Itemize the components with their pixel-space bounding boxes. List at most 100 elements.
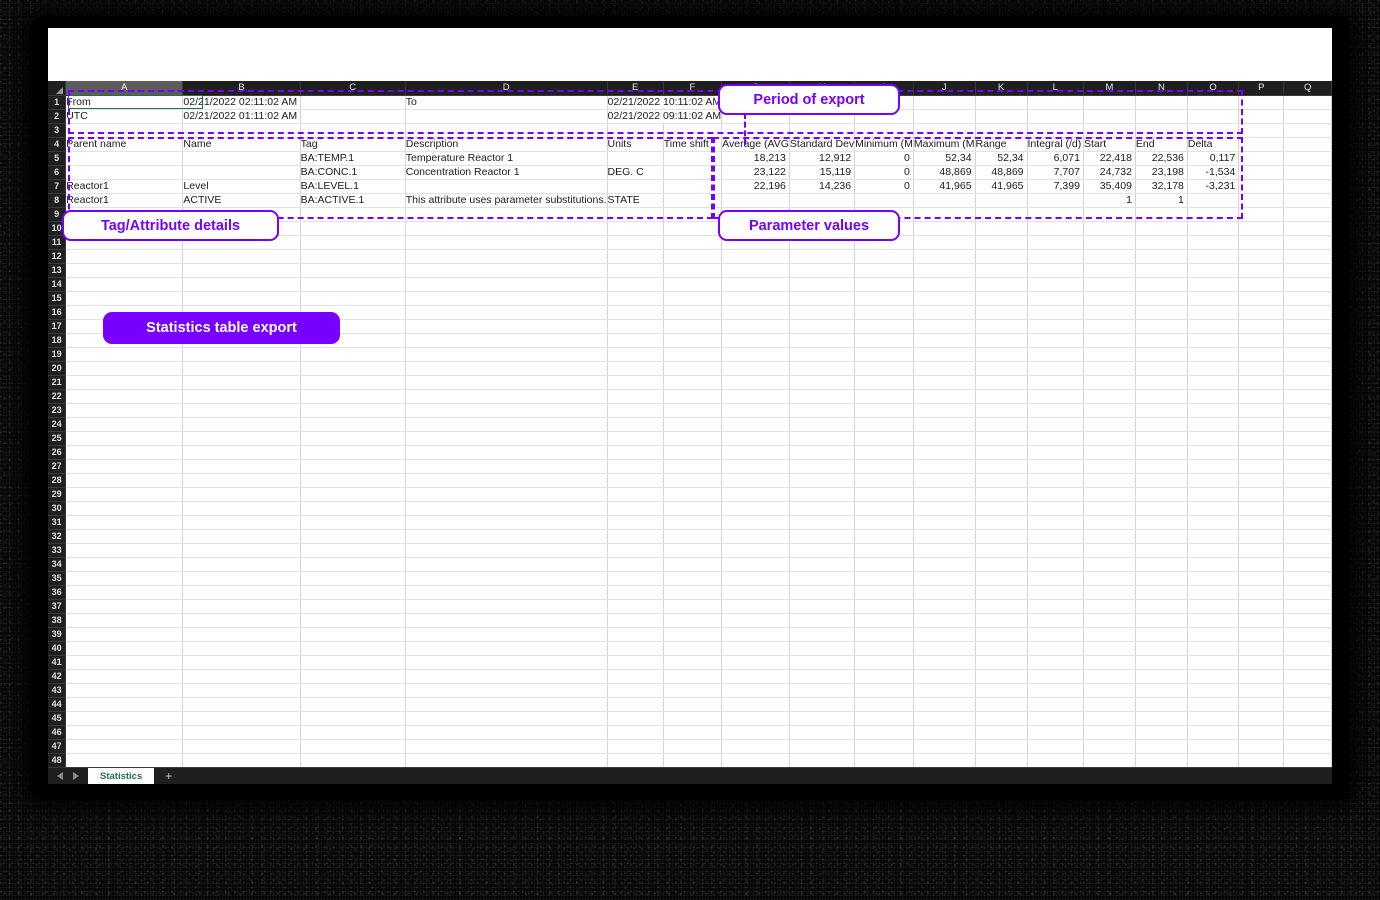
cell-L2[interactable] [1027,109,1084,124]
cell-Q24[interactable] [1283,417,1332,432]
cell-G22[interactable] [721,389,790,404]
row-header-21[interactable]: 21 [48,375,67,390]
cell-M39[interactable] [1083,627,1136,642]
cell-L43[interactable] [1027,683,1084,698]
cell-D10[interactable] [405,221,608,236]
cell-P34[interactable] [1238,557,1285,572]
cell-O37[interactable] [1187,599,1240,614]
cell-N4[interactable]: End [1135,137,1188,152]
cell-F13[interactable] [663,263,723,278]
cell-F10[interactable] [663,221,723,236]
cell-C11[interactable] [300,235,406,250]
cell-C35[interactable] [300,571,406,586]
cell-A32[interactable] [65,529,184,544]
cell-O10[interactable] [1187,221,1240,236]
cell-J47[interactable] [913,739,976,754]
cell-L18[interactable] [1027,333,1084,348]
cell-Q20[interactable] [1283,361,1332,376]
cell-O25[interactable] [1187,431,1240,446]
cell-D3[interactable] [405,123,608,138]
cell-D26[interactable] [405,445,608,460]
cell-M7[interactable]: 35,409 [1083,179,1136,194]
cell-Q25[interactable] [1283,431,1332,446]
cell-M18[interactable] [1083,333,1136,348]
cell-I47[interactable] [854,739,914,754]
cell-N20[interactable] [1135,361,1188,376]
row-header-23[interactable]: 23 [48,403,67,418]
cell-I46[interactable] [854,725,914,740]
cell-I3[interactable] [854,123,914,138]
cell-H41[interactable] [789,655,856,670]
cell-J36[interactable] [913,585,976,600]
cell-K27[interactable] [975,459,1028,474]
cell-B47[interactable] [182,739,301,754]
cell-M6[interactable]: 24,732 [1083,165,1136,180]
cell-A20[interactable] [65,361,184,376]
cell-E13[interactable] [607,263,664,278]
cell-Q19[interactable] [1283,347,1332,362]
cell-L42[interactable] [1027,669,1084,684]
cell-N5[interactable]: 22,536 [1135,151,1188,166]
cell-Q18[interactable] [1283,333,1332,348]
cell-O5[interactable]: 0,117 [1187,151,1240,166]
cell-B2[interactable]: 02/21/2022 01:11:02 AM [182,109,301,124]
cell-J23[interactable] [913,403,976,418]
cell-N6[interactable]: 23,198 [1135,165,1188,180]
cell-N9[interactable] [1135,207,1188,222]
cell-G18[interactable] [721,333,790,348]
cell-M47[interactable] [1083,739,1136,754]
cell-D7[interactable] [405,179,608,194]
cell-P10[interactable] [1238,221,1285,236]
row-header-19[interactable]: 19 [48,347,67,362]
cell-N30[interactable] [1135,501,1188,516]
cell-P5[interactable] [1238,151,1285,166]
cell-L38[interactable] [1027,613,1084,628]
cell-J4[interactable]: Maximum (M [913,137,976,152]
table-row[interactable]: 45 [48,711,1332,726]
table-row[interactable]: 18 [48,333,1332,348]
table-row[interactable]: 2 UTC 02/21/2022 01:11:02 AM 02/21/2022 09:… [48,109,1332,124]
cell-K4[interactable]: Range [975,137,1028,152]
cell-N16[interactable] [1135,305,1188,320]
cell-E2[interactable]: 02/21/2022 09:11:02 AM [607,109,723,124]
cell-A40[interactable] [65,641,184,656]
cell-K13[interactable] [975,263,1028,278]
cell-B31[interactable] [182,515,301,530]
cell-N48[interactable] [1135,753,1188,767]
cell-O9[interactable] [1187,207,1240,222]
cell-H3[interactable] [789,123,856,138]
cell-L11[interactable] [1027,235,1084,250]
cell-M11[interactable] [1083,235,1136,250]
cell-K38[interactable] [975,613,1028,628]
cell-I29[interactable] [854,487,914,502]
cell-F39[interactable] [663,627,723,642]
cell-H14[interactable] [789,277,856,292]
cell-D24[interactable] [405,417,608,432]
cell-M3[interactable] [1083,123,1136,138]
cell-O35[interactable] [1187,571,1240,586]
table-row[interactable]: 46 [48,725,1332,740]
cell-F3[interactable] [663,123,723,138]
cell-I28[interactable] [854,473,914,488]
cell-I14[interactable] [854,277,914,292]
cell-F7[interactable] [663,179,723,194]
cell-N38[interactable] [1135,613,1188,628]
cell-C40[interactable] [300,641,406,656]
cell-I41[interactable] [854,655,914,670]
cell-G4[interactable]: Average (AVG [721,137,790,152]
cell-Q30[interactable] [1283,501,1332,516]
cell-N41[interactable] [1135,655,1188,670]
table-row[interactable]: 17 [48,319,1332,334]
cell-L5[interactable]: 6,071 [1027,151,1084,166]
cell-L31[interactable] [1027,515,1084,530]
cell-N36[interactable] [1135,585,1188,600]
cell-Q31[interactable] [1283,515,1332,530]
cell-P43[interactable] [1238,683,1285,698]
cell-E24[interactable] [607,417,664,432]
cell-K43[interactable] [975,683,1028,698]
cell-I32[interactable] [854,529,914,544]
cell-H42[interactable] [789,669,856,684]
cell-I42[interactable] [854,669,914,684]
cell-F34[interactable] [663,557,723,572]
cell-A11[interactable] [65,235,184,250]
